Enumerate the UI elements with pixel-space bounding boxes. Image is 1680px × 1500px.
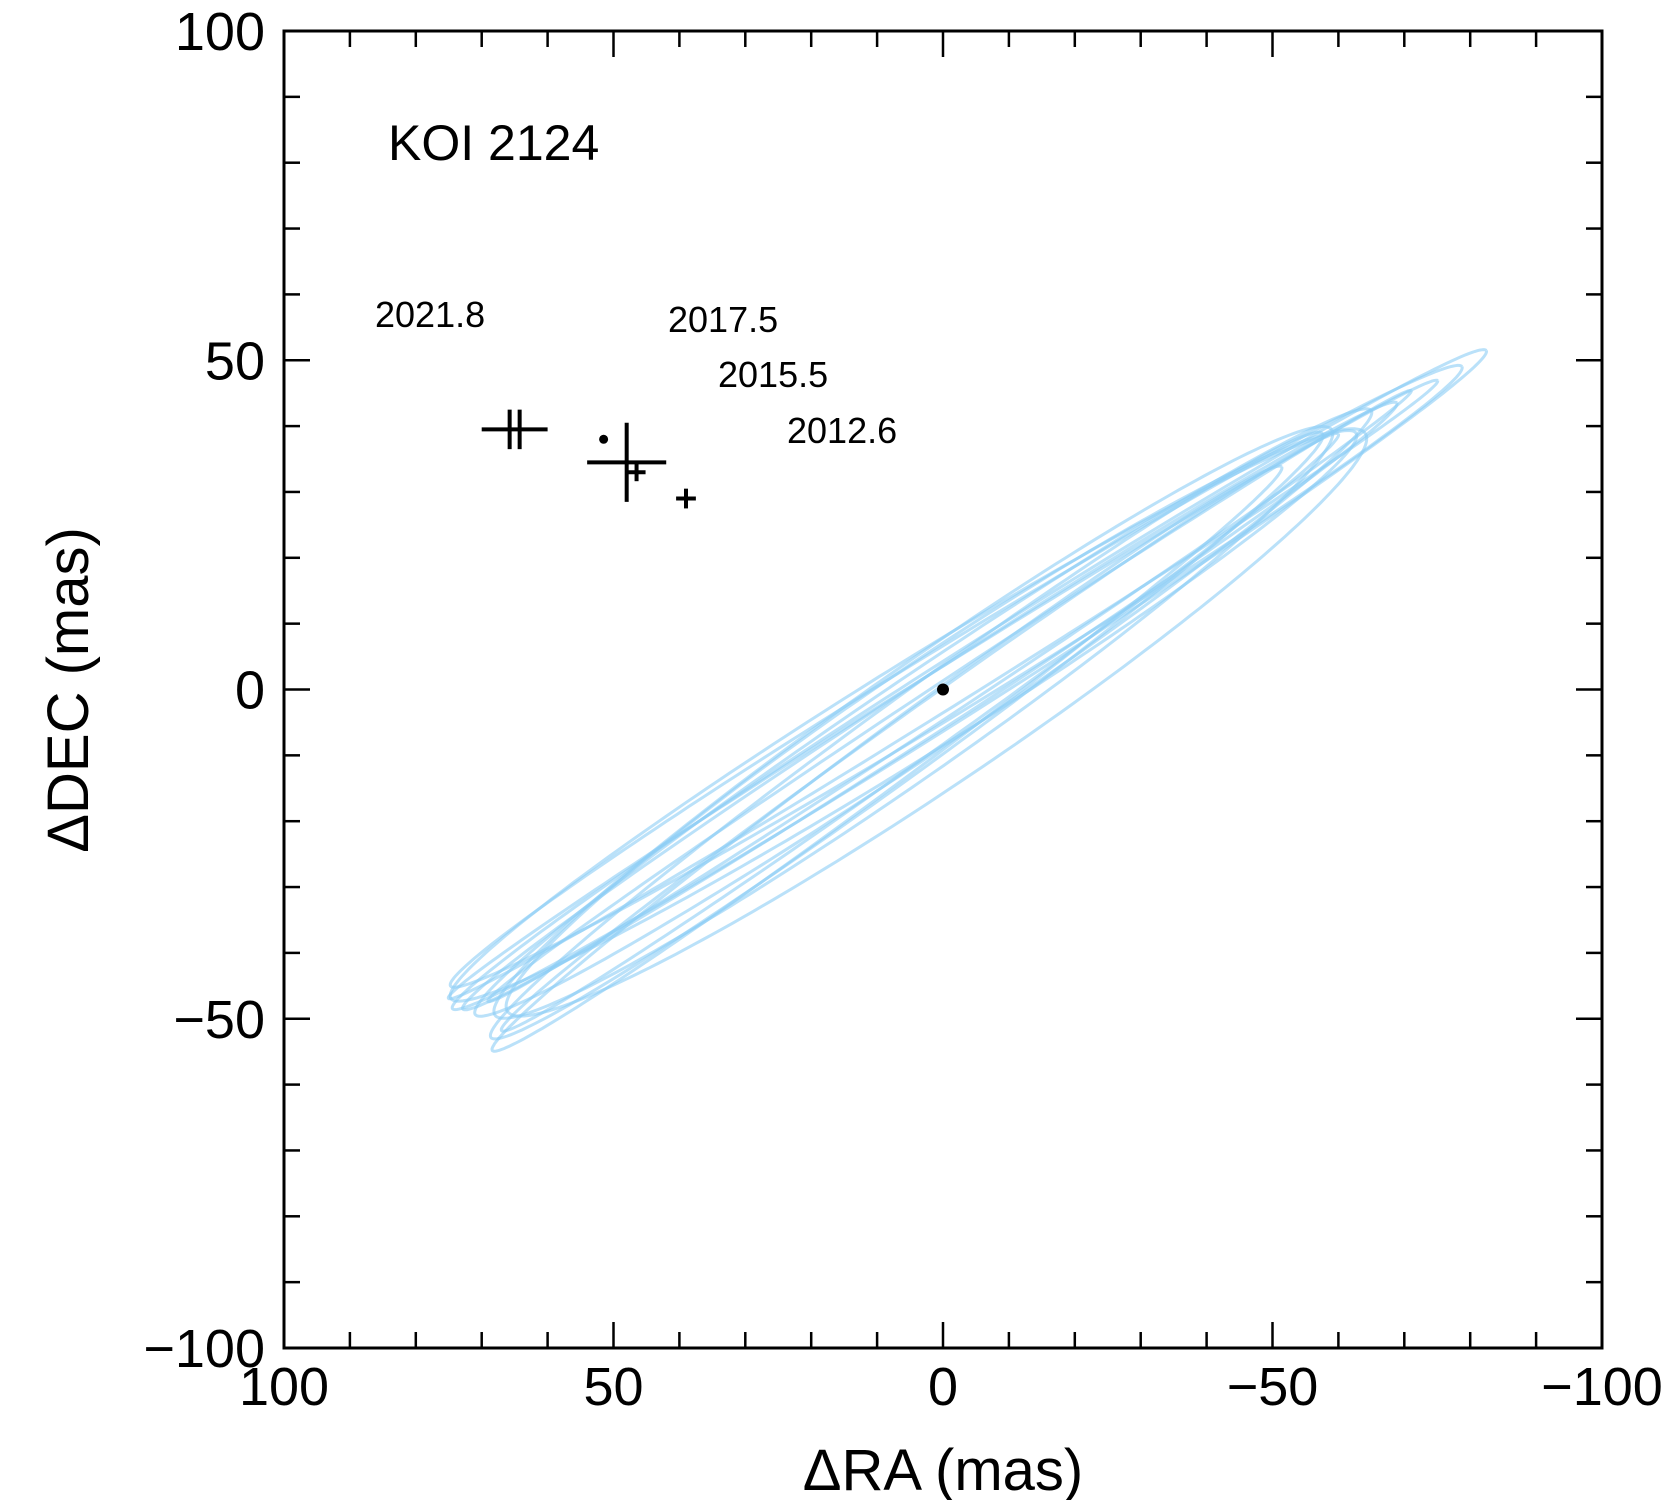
orbit-12 [499, 432, 1341, 1033]
x-tick-label: −100 [1541, 1357, 1663, 1417]
epoch-label-2021.8: 2021.8 [375, 294, 485, 335]
primary-star-point [937, 683, 949, 696]
measurement-2021.8 [481, 409, 548, 450]
x-tick-label: −50 [1227, 1357, 1319, 1417]
y-tick-label: 100 [175, 2, 265, 62]
measurement-2017.5 [587, 422, 667, 502]
orbit-11 [448, 428, 1359, 1003]
data-points [481, 409, 949, 696]
epoch-labels: 2012.6 2015.5 2017.5 2021.8 [375, 294, 897, 451]
measurement-2015.5 [627, 463, 646, 482]
x-tick-label: 100 [239, 1357, 329, 1417]
x-tick-label: 0 [928, 1357, 958, 1417]
y-tick-label: 0 [235, 661, 265, 721]
predicted-position-point [599, 434, 609, 444]
orbit-10 [450, 348, 1489, 1012]
epoch-label-2012.6: 2012.6 [787, 410, 897, 451]
y-tick-label: −100 [143, 1319, 265, 1379]
measurement-2012.6 [676, 488, 696, 509]
y-tick-label: 50 [205, 331, 265, 391]
orbit-1 [492, 425, 1335, 1020]
orbit-3 [473, 407, 1374, 1018]
orbit-solutions [446, 348, 1489, 1053]
x-axis-title: ΔRA (mas) [803, 1438, 1083, 1500]
plot-frame [282, 29, 1604, 1350]
epoch-label-2015.5: 2015.5 [718, 354, 828, 395]
y-axis-title: ΔDEC (mas) [36, 527, 101, 853]
x-tick-label: 50 [583, 1357, 643, 1417]
epoch-label-2017.5: 2017.5 [668, 299, 778, 340]
plot-title: KOI 2124 [388, 115, 599, 171]
y-tick-label: −50 [173, 990, 265, 1050]
